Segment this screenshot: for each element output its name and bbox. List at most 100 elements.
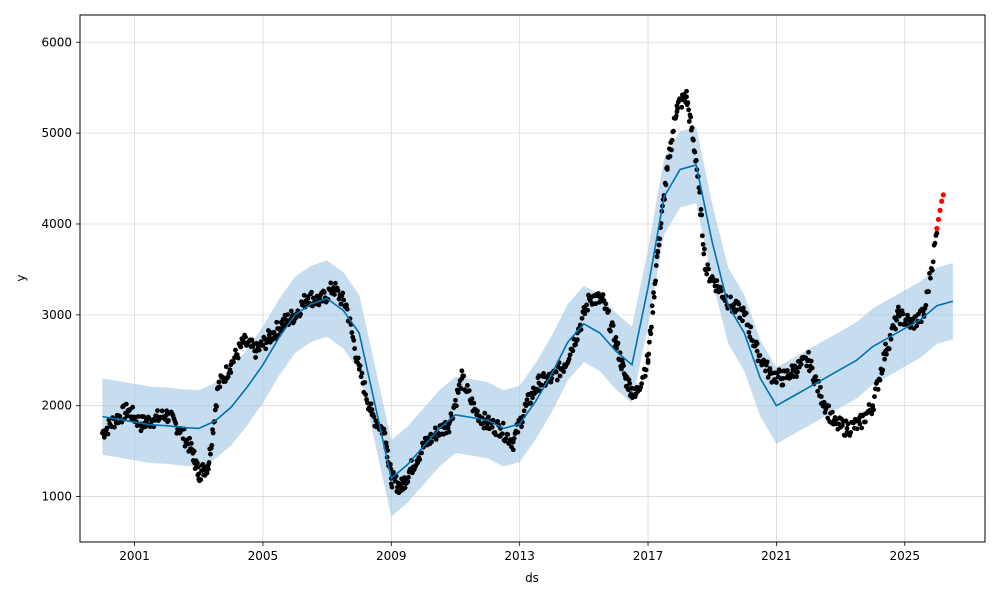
observed-point xyxy=(718,288,724,294)
observed-point xyxy=(698,207,704,212)
observed-point xyxy=(654,254,660,260)
observed-point xyxy=(593,301,599,307)
observed-point xyxy=(355,355,361,361)
observed-point xyxy=(515,429,521,435)
observed-point xyxy=(228,370,234,375)
observed-point xyxy=(585,307,590,313)
observed-point xyxy=(806,349,811,355)
observed-point xyxy=(316,302,322,308)
observed-point xyxy=(582,311,588,317)
observed-point xyxy=(519,424,524,430)
observed-point xyxy=(455,390,461,395)
observed-point xyxy=(704,271,710,277)
x-tick-label: 2005 xyxy=(248,549,279,563)
observed-point xyxy=(767,371,773,377)
observed-point xyxy=(700,242,706,247)
observed-point xyxy=(750,338,755,344)
observed-point xyxy=(263,346,269,352)
observed-point xyxy=(471,400,477,406)
observed-point xyxy=(365,400,370,406)
observed-point xyxy=(243,334,248,340)
observed-point xyxy=(587,294,593,300)
observed-point xyxy=(298,311,303,317)
observed-point xyxy=(385,448,391,453)
observed-point xyxy=(205,462,211,468)
observed-point xyxy=(521,408,527,414)
observed-point xyxy=(904,322,910,327)
observed-point xyxy=(679,104,685,110)
observed-point xyxy=(464,383,470,388)
observed-point xyxy=(362,380,368,385)
observed-point xyxy=(419,450,424,456)
observed-point xyxy=(266,335,272,340)
observed-point xyxy=(343,303,349,309)
observed-point xyxy=(223,364,229,370)
observed-point xyxy=(930,259,936,265)
observed-point xyxy=(554,377,560,383)
observed-point xyxy=(870,403,876,409)
observed-point xyxy=(180,436,186,442)
observed-point xyxy=(671,128,676,134)
observed-point xyxy=(548,379,554,385)
observed-point xyxy=(699,212,705,218)
observed-point xyxy=(823,406,829,412)
observed-point xyxy=(829,409,835,415)
observed-point xyxy=(279,321,285,327)
observed-point xyxy=(173,421,179,427)
observed-point xyxy=(651,294,657,300)
observed-point xyxy=(600,298,606,304)
observed-point xyxy=(748,324,754,330)
observed-point xyxy=(351,337,357,343)
observed-point xyxy=(106,417,112,423)
observed-point xyxy=(119,419,125,425)
observed-point xyxy=(714,278,720,284)
observed-point xyxy=(536,373,542,379)
observed-point xyxy=(686,119,692,124)
observed-point xyxy=(584,302,589,308)
forecast-line xyxy=(102,163,954,480)
observed-point xyxy=(208,451,213,457)
observed-point xyxy=(716,285,722,290)
observed-point xyxy=(600,292,606,297)
observed-point xyxy=(310,295,316,301)
x-tick-label: 2009 xyxy=(376,549,407,563)
observed-point xyxy=(369,412,375,418)
observed-point xyxy=(667,154,673,159)
observed-point xyxy=(254,348,259,354)
observed-point xyxy=(453,397,458,403)
observed-point xyxy=(900,311,906,317)
observed-point xyxy=(445,425,451,431)
observed-point xyxy=(859,425,865,431)
observed-point xyxy=(934,230,940,236)
observed-point xyxy=(566,356,572,362)
observed-point xyxy=(806,357,811,363)
observed-point xyxy=(610,323,616,328)
x-tick-label: 2017 xyxy=(633,549,664,563)
observed-point xyxy=(482,410,488,416)
observed-point xyxy=(643,367,649,373)
observed-point xyxy=(642,373,648,379)
observed-point xyxy=(741,312,747,318)
observed-point xyxy=(780,376,786,381)
observed-point xyxy=(382,430,388,436)
observed-point xyxy=(691,137,696,143)
observed-point xyxy=(459,376,465,381)
observed-point xyxy=(702,246,707,252)
observed-point xyxy=(159,408,165,414)
observed-point xyxy=(466,388,472,394)
observed-point xyxy=(305,294,311,300)
observed-point xyxy=(650,310,656,315)
observed-point xyxy=(844,426,850,431)
observed-point xyxy=(135,414,141,419)
observed-point xyxy=(381,426,387,432)
observed-point xyxy=(573,342,578,347)
observed-point xyxy=(433,436,439,442)
y-tick-label: 5000 xyxy=(41,126,72,140)
observed-point xyxy=(914,323,920,329)
observed-point xyxy=(854,426,860,432)
observed-point xyxy=(123,401,129,407)
observed-point xyxy=(798,361,804,367)
observed-point xyxy=(893,326,899,332)
observed-point xyxy=(195,464,201,470)
